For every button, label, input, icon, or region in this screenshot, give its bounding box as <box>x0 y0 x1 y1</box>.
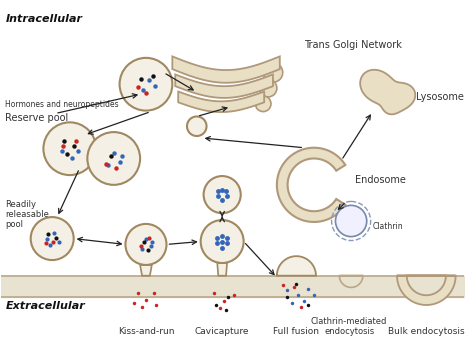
Text: Clathrin: Clathrin <box>373 222 403 231</box>
Circle shape <box>255 96 271 112</box>
Text: Reserve pool: Reserve pool <box>5 112 69 122</box>
Text: Intracellular: Intracellular <box>5 14 82 24</box>
Text: Hormones and neuropeptides: Hormones and neuropeptides <box>5 100 119 109</box>
Text: Clathrin-mediated
endocytosis: Clathrin-mediated endocytosis <box>311 317 387 336</box>
Polygon shape <box>175 75 273 98</box>
Circle shape <box>187 116 207 136</box>
Text: Bulk endocytosis: Bulk endocytosis <box>388 327 465 336</box>
Circle shape <box>259 79 277 97</box>
Circle shape <box>31 217 73 260</box>
Polygon shape <box>140 265 152 276</box>
Polygon shape <box>277 148 346 222</box>
Polygon shape <box>173 56 280 83</box>
Polygon shape <box>339 276 363 287</box>
Circle shape <box>87 132 140 185</box>
Circle shape <box>204 176 241 213</box>
Text: Lysosome: Lysosome <box>416 92 464 102</box>
Text: Extracellular: Extracellular <box>5 301 85 311</box>
Text: Kiss-and-run: Kiss-and-run <box>118 327 174 336</box>
Circle shape <box>126 224 166 265</box>
Polygon shape <box>277 256 316 276</box>
Circle shape <box>44 122 96 175</box>
Text: Trans Golgi Network: Trans Golgi Network <box>304 40 402 50</box>
Text: Cavicapture: Cavicapture <box>195 327 249 336</box>
Circle shape <box>336 205 367 237</box>
Polygon shape <box>178 91 264 112</box>
Circle shape <box>263 63 283 82</box>
Polygon shape <box>360 70 415 114</box>
Circle shape <box>201 220 244 263</box>
Circle shape <box>119 58 173 111</box>
Polygon shape <box>217 263 227 276</box>
Text: Endosome: Endosome <box>355 175 406 185</box>
Text: Full fusion: Full fusion <box>273 327 319 336</box>
Text: Readily
releasable
pool: Readily releasable pool <box>5 200 49 229</box>
Polygon shape <box>397 276 456 305</box>
